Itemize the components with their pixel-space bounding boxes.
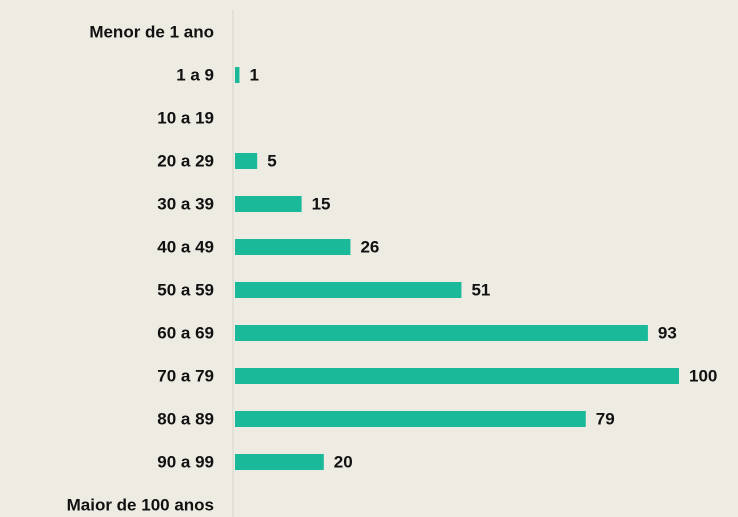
category-label: 70 a 79 <box>157 366 214 385</box>
value-label: 79 <box>596 409 615 428</box>
category-label: Menor de 1 ano <box>89 22 214 41</box>
bar <box>235 368 679 384</box>
category-label: 50 a 59 <box>157 280 214 299</box>
category-label: 1 a 9 <box>176 65 214 84</box>
bar <box>235 282 462 298</box>
value-label: 20 <box>334 452 353 471</box>
value-label: 93 <box>658 323 677 342</box>
value-label: 51 <box>471 280 490 299</box>
value-label: 15 <box>312 194 331 213</box>
bar <box>235 325 648 341</box>
category-label: Maior de 100 anos <box>67 495 214 514</box>
category-label: 20 a 29 <box>157 151 214 170</box>
value-label: 5 <box>267 151 276 170</box>
category-label: 60 a 69 <box>157 323 214 342</box>
category-label: 10 a 19 <box>157 108 214 127</box>
value-label: 26 <box>360 237 379 256</box>
category-label: 30 a 39 <box>157 194 214 213</box>
category-label: 90 a 99 <box>157 452 214 471</box>
category-label: 80 a 89 <box>157 409 214 428</box>
value-label: 100 <box>689 366 717 385</box>
value-label: 1 <box>249 65 258 84</box>
bar <box>235 196 302 212</box>
bar <box>235 454 324 470</box>
bar <box>235 153 258 169</box>
bar <box>235 411 586 427</box>
bar <box>235 67 240 83</box>
bar <box>235 239 351 255</box>
category-label: 40 a 49 <box>157 237 214 256</box>
